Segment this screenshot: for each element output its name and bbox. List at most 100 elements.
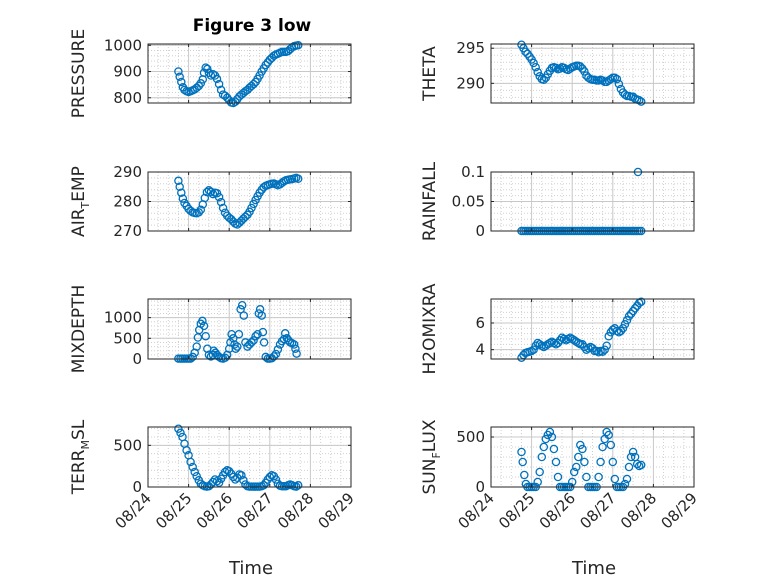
data-point — [194, 208, 204, 217]
y-axis-label: AIRTEMP — [69, 166, 92, 237]
data-point — [220, 467, 230, 477]
data-point — [259, 481, 268, 490]
data-point — [582, 472, 591, 482]
data-point — [176, 428, 185, 438]
data-point — [239, 476, 248, 485]
x-tick-label: 08/26 — [536, 489, 579, 532]
data-point — [572, 462, 581, 472]
data-point — [620, 320, 630, 329]
data-point — [214, 478, 224, 488]
data-point — [271, 475, 281, 484]
data-point — [624, 462, 634, 472]
y-tick-label: 295 — [456, 39, 485, 57]
data-point — [199, 321, 209, 331]
data-point — [610, 474, 620, 484]
data-point — [596, 457, 605, 467]
data-point — [201, 331, 210, 341]
data-point — [545, 338, 555, 348]
y-axis-label: RAINFALL — [420, 161, 440, 241]
y-tick-label: 0.05 — [452, 193, 485, 211]
y-tick-label: 270 — [113, 222, 142, 240]
y-tick-label: 1000 — [104, 36, 142, 54]
data-point — [186, 457, 195, 467]
data-point — [188, 462, 197, 472]
x-axis-label-left: Time — [228, 558, 273, 579]
data-point — [203, 64, 212, 74]
data-point — [551, 63, 561, 73]
axes-box — [147, 43, 352, 104]
panel-rainfall: 0 0.05 0.1 RAINFALL — [420, 161, 695, 241]
data-point — [517, 447, 526, 457]
data-point — [291, 344, 300, 353]
y-axis-label: MIXDEPTH — [69, 285, 89, 374]
data-point — [180, 85, 189, 95]
data-point — [293, 174, 303, 184]
data-point — [214, 352, 224, 362]
panel-theta: 290 295 THETA — [420, 39, 695, 106]
data-point — [576, 62, 585, 71]
data-point — [233, 342, 242, 351]
data-point — [255, 71, 264, 80]
data-point — [527, 346, 536, 356]
data-point — [178, 194, 188, 203]
data-point — [237, 300, 247, 310]
data-point — [630, 304, 640, 313]
data-point — [206, 187, 216, 197]
data-point — [175, 182, 184, 192]
data-point — [177, 77, 186, 87]
data-point — [592, 346, 601, 356]
panel-h2omixra: 4 6 H2OMIXRA — [420, 283, 695, 375]
data-point — [239, 311, 249, 320]
data-point — [192, 342, 201, 351]
data-point — [177, 188, 186, 197]
data-point — [196, 205, 206, 215]
y-tick-label: 290 — [113, 163, 142, 181]
figure-title: Figure 3 low — [193, 16, 312, 36]
data-point — [175, 72, 184, 82]
data-point — [628, 447, 638, 457]
data-point — [576, 440, 585, 450]
data-point — [521, 47, 530, 56]
data-point — [241, 338, 250, 347]
data-point — [520, 470, 529, 480]
y-axis-label: PRESSURE — [69, 29, 89, 118]
data-point — [636, 297, 646, 306]
data-point — [214, 79, 224, 89]
y-axis-label: SUNFLUX — [420, 419, 443, 494]
data-point — [533, 67, 542, 77]
data-point — [251, 331, 260, 341]
y-tick-label: 4 — [475, 341, 485, 359]
data-point — [608, 457, 618, 467]
data-point — [231, 344, 240, 353]
panel-pressure: 800 900 1000 PRESSURE — [69, 29, 352, 118]
data-point — [622, 474, 632, 484]
data-point — [614, 79, 624, 89]
data-point — [234, 329, 244, 339]
data-point — [539, 442, 549, 452]
data-point — [598, 347, 607, 356]
y-axis-label: TERRMSL — [69, 419, 92, 495]
data-point — [622, 316, 632, 325]
data-point — [574, 338, 583, 348]
panels: 800 900 1000 PRESSURE 290 295 THETA 270 280 290 AI… — [69, 29, 701, 533]
data-point — [634, 95, 644, 105]
data-point — [602, 341, 611, 350]
y-tick-label: 500 — [456, 428, 485, 446]
data-point — [600, 345, 609, 354]
x-tick-label: 08/26 — [193, 489, 236, 532]
axes-box — [147, 426, 352, 488]
data-point — [293, 41, 303, 50]
data-point — [241, 212, 250, 222]
data-point — [612, 74, 622, 84]
data-point — [620, 479, 630, 489]
x-tick-label: 08/25 — [495, 489, 538, 532]
y-tick-label: 0 — [132, 350, 142, 368]
data-point — [598, 442, 607, 452]
data-point — [237, 471, 246, 480]
data-point — [632, 459, 642, 469]
data-point — [545, 427, 555, 437]
y-tick-label: 800 — [113, 89, 142, 107]
data-point — [212, 74, 222, 84]
data-point — [578, 444, 587, 454]
data-point — [559, 334, 569, 344]
